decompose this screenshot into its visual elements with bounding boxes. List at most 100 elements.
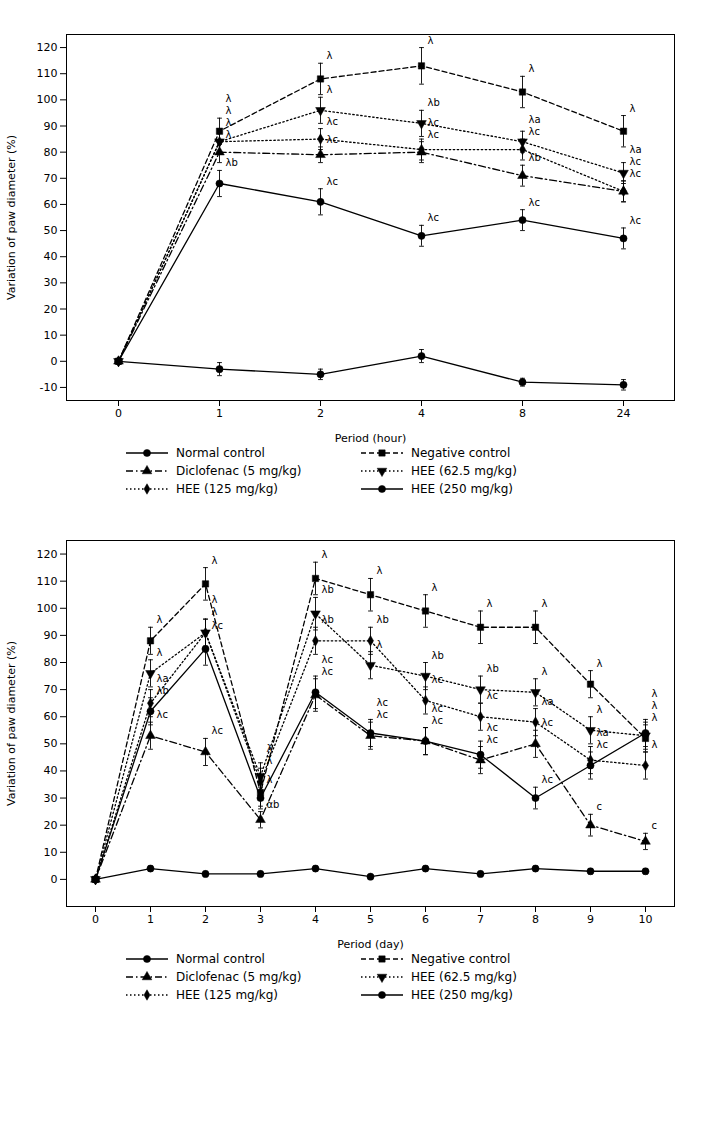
svg-text:λb: λb [428, 97, 440, 108]
svg-text:λc: λc [428, 129, 439, 140]
svg-text:λc: λc [630, 215, 641, 226]
svg-text:8: 8 [532, 913, 539, 926]
svg-text:c: c [652, 820, 658, 831]
svg-text:λc: λc [487, 734, 498, 745]
svg-text:λc: λc [428, 212, 439, 223]
svg-text:9: 9 [587, 913, 594, 926]
svg-text:λb: λb [157, 685, 169, 696]
svg-text:λc: λc [322, 654, 333, 665]
svg-text:10: 10 [44, 329, 58, 342]
svg-text:λc: λc [529, 126, 540, 137]
svg-text:70: 70 [44, 683, 58, 696]
svg-text:20: 20 [44, 819, 58, 832]
svg-text:λ: λ [226, 105, 232, 116]
svg-text:2: 2 [202, 913, 209, 926]
svg-text:λ: λ [630, 103, 636, 114]
svg-text:24: 24 [617, 407, 631, 420]
svg-text:80: 80 [44, 656, 58, 669]
svg-text:λc: λc [432, 715, 443, 726]
svg-text:0: 0 [115, 407, 122, 420]
svg-text:λ: λ [652, 688, 658, 699]
svg-text:λc: λc [432, 674, 443, 685]
svg-text:λc: λc [157, 709, 168, 720]
svg-text:λc: λc [212, 620, 223, 631]
svg-text:100: 100 [37, 93, 58, 106]
svg-text:0: 0 [51, 355, 58, 368]
svg-text:λb: λb [529, 152, 541, 163]
svg-text:λ: λ [529, 63, 535, 74]
svg-text:80: 80 [44, 146, 58, 159]
svg-text:c: c [597, 801, 603, 812]
svg-text:1: 1 [216, 407, 223, 420]
svg-text:60: 60 [44, 198, 58, 211]
svg-text:λ: λ [542, 598, 548, 609]
svg-text:50: 50 [44, 737, 58, 750]
svg-text:λ: λ [428, 35, 434, 46]
svg-text:λc: λc [322, 666, 333, 677]
svg-text:λc: λc [487, 722, 498, 733]
svg-text:10: 10 [44, 846, 58, 859]
svg-text:λa: λa [597, 727, 609, 738]
svg-text:4: 4 [312, 913, 319, 926]
svg-text:8: 8 [519, 407, 526, 420]
svg-text:λc: λc [597, 739, 608, 750]
svg-text:λc: λc [487, 690, 498, 701]
svg-text:λ: λ [327, 50, 333, 61]
svg-text:-10: -10 [40, 381, 58, 394]
svg-text:λ: λ [652, 700, 658, 711]
svg-text:λb: λb [432, 650, 444, 661]
svg-text:λb: λb [487, 663, 499, 674]
svg-text:λc: λc [630, 168, 641, 179]
svg-text:λ: λ [597, 658, 603, 669]
svg-text:λ: λ [432, 582, 438, 593]
svg-text:110: 110 [37, 67, 58, 80]
svg-text:Variation of paw diameter (%): Variation of paw diameter (%) [5, 135, 18, 300]
svg-text:λc: λc [327, 134, 338, 145]
svg-text:λ: λ [542, 666, 548, 677]
svg-text:3: 3 [257, 913, 264, 926]
svg-text:αb: αb [267, 799, 280, 810]
svg-text:λa: λa [157, 673, 169, 684]
svg-text:λ: λ [267, 743, 273, 754]
svg-text:40: 40 [44, 764, 58, 777]
svg-text:λb: λb [322, 614, 334, 625]
svg-text:λ: λ [322, 549, 328, 560]
svg-text:λ: λ [226, 117, 232, 128]
svg-text:λ: λ [212, 555, 218, 566]
svg-text:λ: λ [226, 93, 232, 104]
svg-text:λb: λb [377, 614, 389, 625]
svg-text:λ: λ [377, 639, 383, 650]
svg-text:λc: λc [542, 717, 553, 728]
svg-text:20: 20 [44, 303, 58, 316]
svg-text:30: 30 [44, 276, 58, 289]
svg-text:0: 0 [51, 873, 58, 886]
svg-text:40: 40 [44, 250, 58, 263]
svg-text:λ: λ [267, 774, 273, 785]
svg-text:4: 4 [418, 407, 425, 420]
svg-text:λ: λ [267, 755, 273, 766]
svg-text:λb: λb [226, 157, 238, 168]
svg-text:λ: λ [212, 594, 218, 605]
svg-text:5: 5 [367, 913, 374, 926]
svg-text:λc: λc [377, 709, 388, 720]
svg-text:λ: λ [157, 614, 163, 625]
svg-text:λc: λc [529, 197, 540, 208]
svg-text:30: 30 [44, 792, 58, 805]
svg-text:Variation of paw diameter (%): Variation of paw diameter (%) [5, 641, 18, 806]
svg-text:λ: λ [487, 598, 493, 609]
svg-text:λb: λb [322, 584, 334, 595]
svg-text:λ: λ [212, 606, 218, 617]
svg-text:λc: λc [432, 703, 443, 714]
svg-text:λc: λc [377, 697, 388, 708]
svg-text:λc: λc [327, 176, 338, 187]
svg-text:50: 50 [44, 224, 58, 237]
svg-text:60: 60 [44, 710, 58, 723]
svg-text:λa: λa [630, 144, 642, 155]
svg-text:λa: λa [542, 696, 554, 707]
svg-text:Period (day): Period (day) [337, 938, 404, 951]
svg-text:6: 6 [422, 913, 429, 926]
svg-text:90: 90 [44, 629, 58, 642]
svg-text:7: 7 [477, 913, 484, 926]
svg-text:λc: λc [542, 774, 553, 785]
svg-text:Period (hour): Period (hour) [335, 432, 407, 445]
